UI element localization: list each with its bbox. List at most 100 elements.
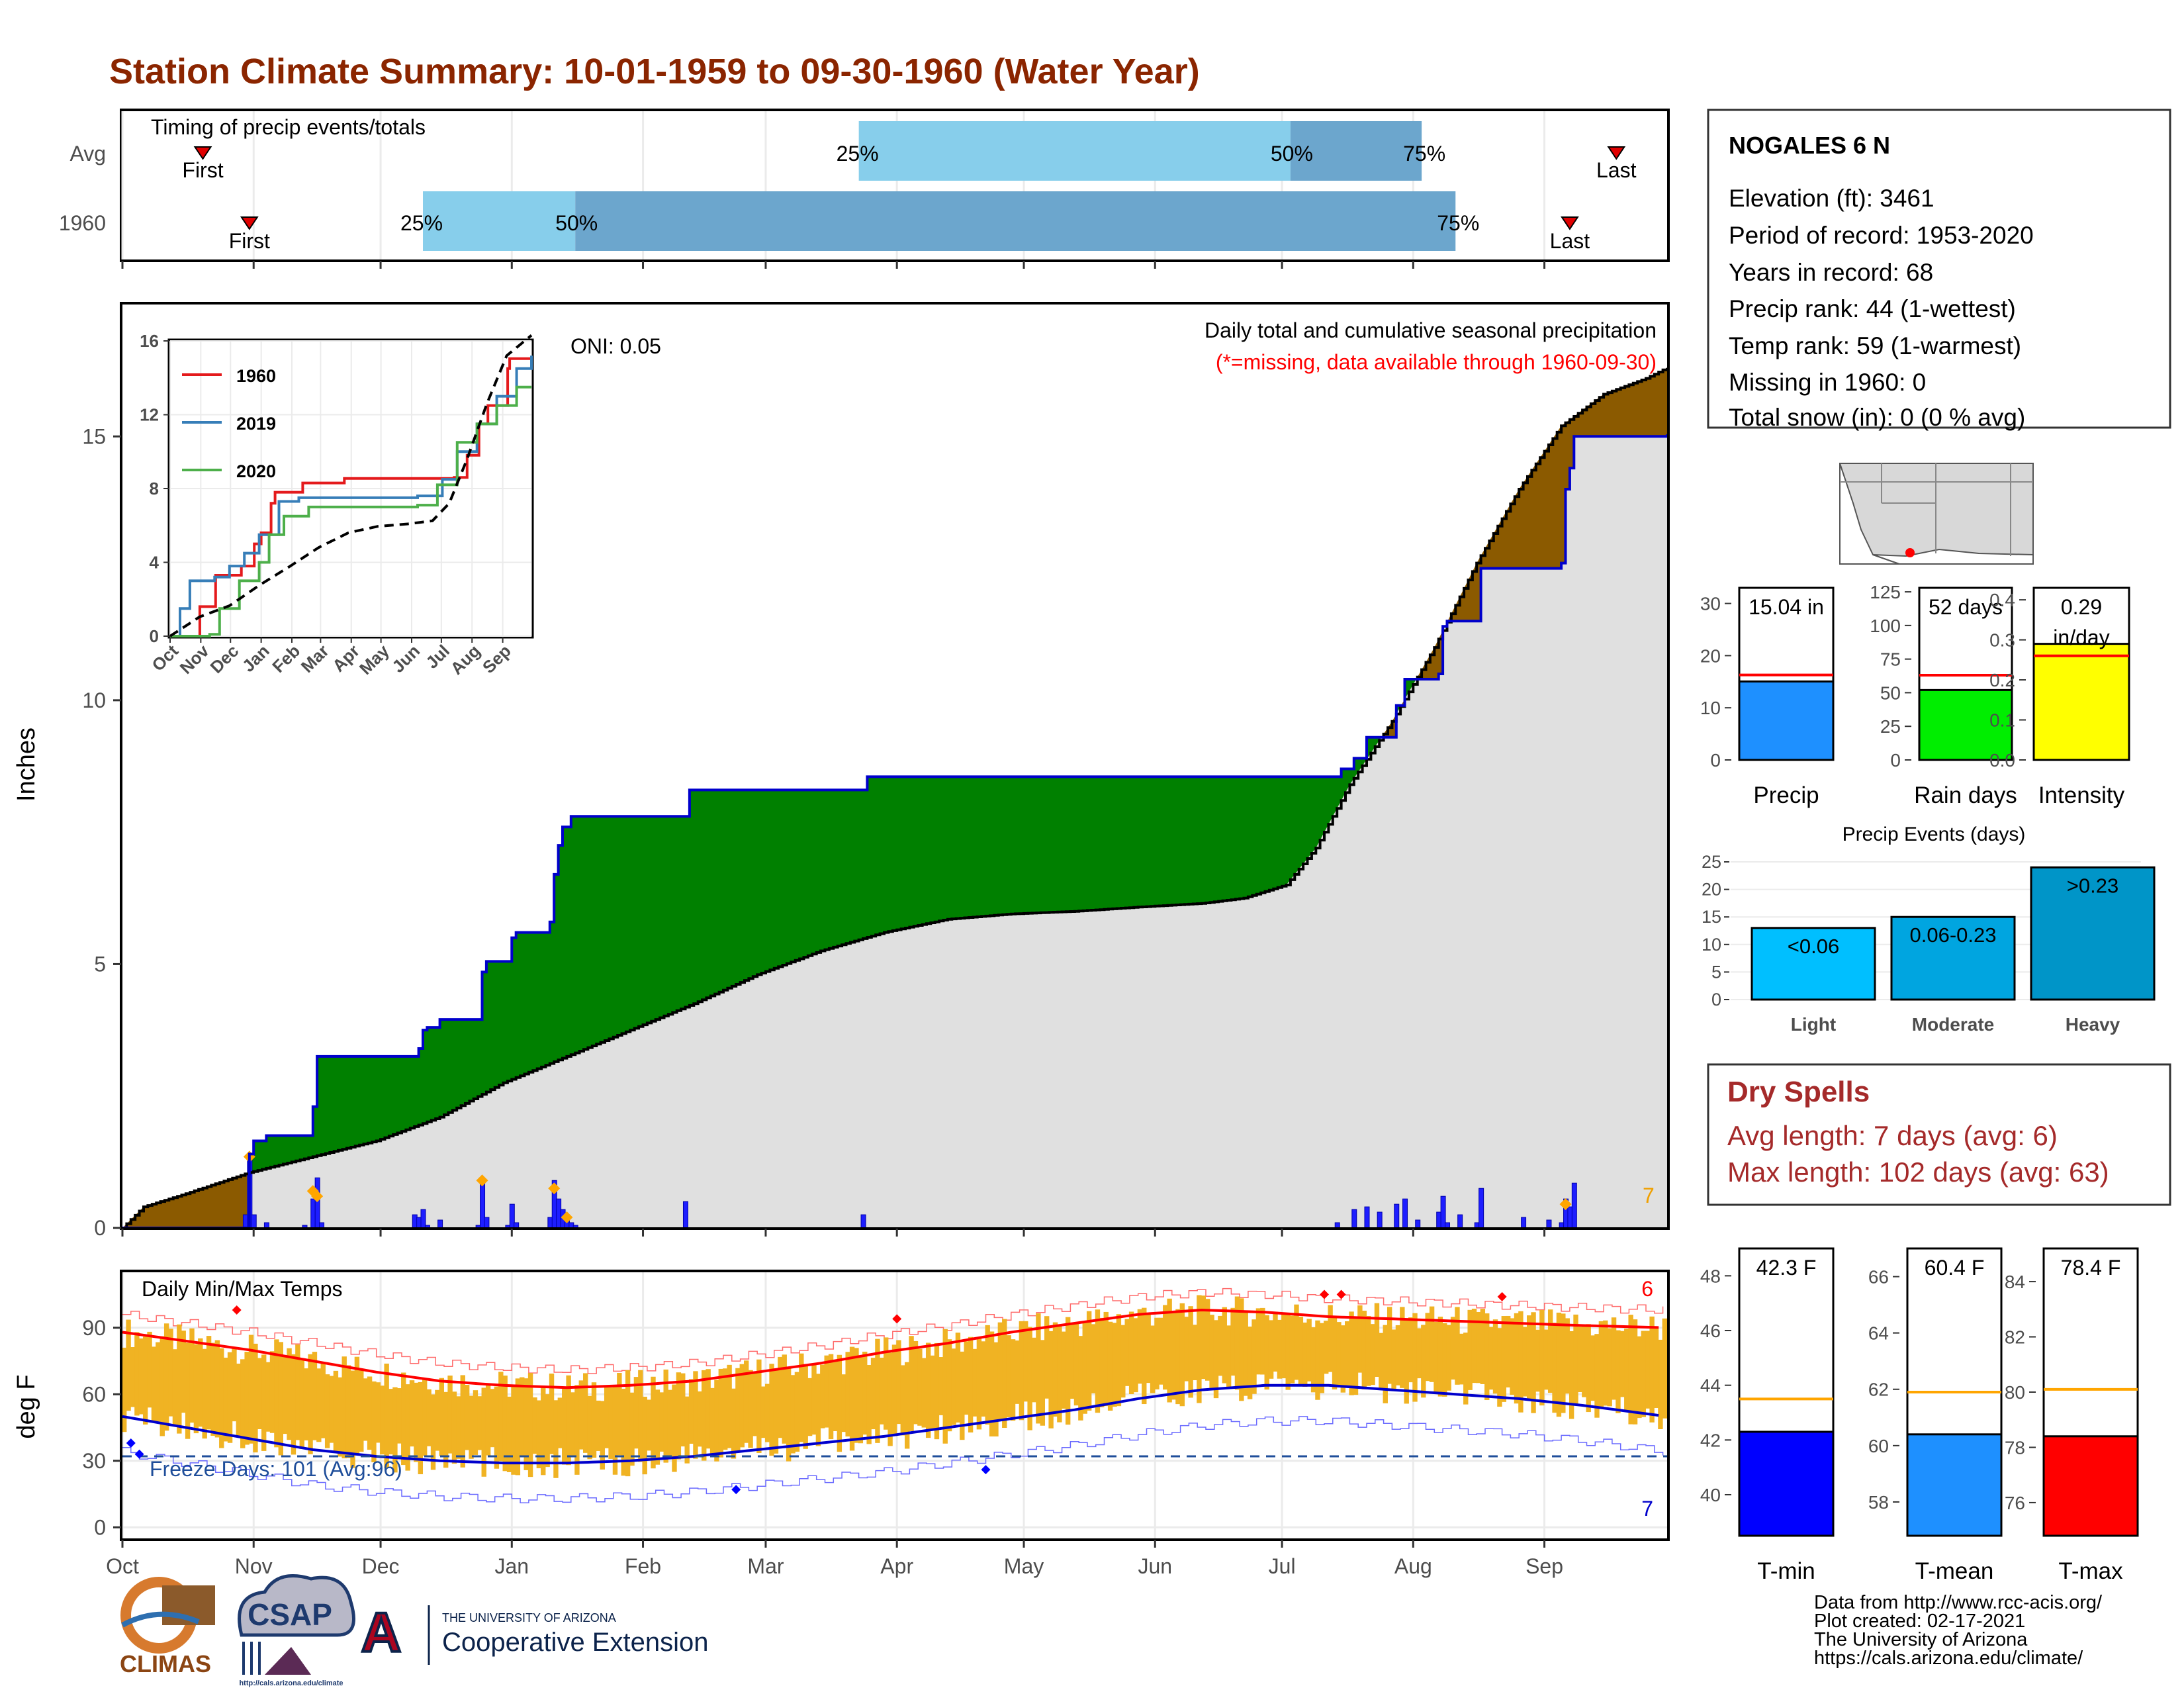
daily-temp-range-bar xyxy=(1556,1312,1562,1417)
season-intensity-bar xyxy=(2032,643,2130,761)
daily-temp-range-bar xyxy=(219,1348,224,1448)
daily-temp-range-bar xyxy=(917,1348,923,1426)
precip-events-category-heavy: Heavy xyxy=(2066,1014,2120,1035)
daily-temp-range-bar xyxy=(1239,1298,1244,1401)
legend-label-2019: 2019 xyxy=(236,414,276,434)
daily-temp-range-bar xyxy=(1506,1315,1511,1387)
timing-1960-first-label: First xyxy=(229,229,270,253)
season-rain-days-value-label: 52 days xyxy=(1929,595,2003,619)
daily-temp-range-bar xyxy=(494,1386,500,1469)
daily-temp-range-bar xyxy=(1619,1331,1625,1397)
daily-temp-range-bar xyxy=(122,1347,127,1432)
daily-temp-range-bar xyxy=(1243,1311,1248,1396)
daily-temp-range-bar xyxy=(1226,1325,1232,1389)
daily-temp-range-bar xyxy=(1137,1309,1143,1384)
daily-temp-range-bar xyxy=(1040,1340,1046,1426)
daily-temp-range-bar xyxy=(709,1387,715,1456)
season-chart-intensity: 0.0 0.1 0.2 0.3 0.4 0.29 in/day Intensity xyxy=(1989,586,2130,808)
daily-temp-range-bar xyxy=(1116,1314,1122,1407)
season-rain-days-ytick-label: 100 xyxy=(1870,616,1901,636)
daily-temp-range-bar xyxy=(1594,1334,1600,1418)
daily-temp-range-bar xyxy=(1328,1305,1333,1372)
csap-logo: CSAP http://cals.arizona.edu/climate xyxy=(238,1574,355,1687)
daily-temp-range-bar xyxy=(1531,1312,1536,1413)
month-label-may: May xyxy=(1004,1554,1044,1578)
daily-temp-range-bar xyxy=(1370,1324,1375,1385)
daily-temp-range-bar xyxy=(1146,1314,1151,1383)
daily-temp-range-bar xyxy=(1611,1317,1617,1400)
season-intensity-ytick-label: 0.0 xyxy=(1989,750,2015,771)
daily-temp-range-bar xyxy=(790,1375,796,1454)
month-label-aug: Aug xyxy=(1394,1554,1432,1578)
daily-temp-range-bar xyxy=(752,1373,758,1436)
timing-row-label-1960: 1960 xyxy=(59,211,106,235)
daily-temp-range-bar xyxy=(1099,1317,1105,1407)
temp-mean-t-mean-ytick-label: 64 xyxy=(1868,1323,1889,1344)
daily-temp-range-bar xyxy=(646,1399,652,1451)
precip-events-bar-label-light: <0.06 xyxy=(1788,935,1839,958)
daily-temp-range-bar xyxy=(693,1371,698,1459)
daily-precip-bar xyxy=(1571,1182,1577,1229)
daily-temp-range-bar xyxy=(1247,1326,1253,1399)
daily-temp-range-bar xyxy=(1455,1307,1460,1385)
daily-temp-range-bar xyxy=(1379,1333,1384,1389)
daily-temp-range-bar xyxy=(147,1331,152,1408)
daily-temp-range-bar xyxy=(921,1358,927,1428)
daily-temp-range-bar xyxy=(490,1389,495,1448)
daily-temp-range-bar xyxy=(1069,1324,1075,1399)
legend-label-1960: 1960 xyxy=(236,366,276,386)
daily-precip-bar xyxy=(1479,1188,1484,1229)
daily-temp-range-bar xyxy=(1086,1311,1092,1411)
daily-temp-range-bar xyxy=(168,1329,173,1417)
climas-logo: CLIMAS xyxy=(120,1577,215,1677)
daily-temp-range-bar xyxy=(156,1342,161,1422)
daily-temp-range-bar xyxy=(1324,1321,1329,1374)
daily-temp-range-bar xyxy=(1234,1296,1240,1390)
daily-temp-range-bar xyxy=(1467,1309,1473,1390)
temp-mean-t-max-ytick-label: 84 xyxy=(2005,1272,2025,1292)
daily-temp-range-bar xyxy=(1412,1313,1418,1402)
daily-temp-range-bar xyxy=(1213,1320,1219,1399)
inset-series-line-2020 xyxy=(170,385,531,637)
precip-events-bars: 0 5 10 15 20 25 <0.06 Light 0.06-0.23 Moderate >0.… xyxy=(1702,852,2156,1035)
daily-temp-range-bar xyxy=(253,1343,258,1453)
temp-mean-t-min-category-label: T-min xyxy=(1757,1558,1815,1584)
station-marker xyxy=(1905,548,1915,557)
station-box-frame xyxy=(1707,109,2171,429)
daily-temp-range-bar xyxy=(447,1376,453,1454)
precip-note-missing: (*=missing, data available through 1960-… xyxy=(1216,350,1657,374)
daily-temp-range-bar xyxy=(1179,1303,1185,1407)
daily-temp-range-bar xyxy=(1404,1321,1409,1404)
daily-temp-range-bar xyxy=(702,1370,707,1461)
daily-temp-range-bar xyxy=(1218,1315,1223,1376)
temp-mean-t-min-ytick-label: 42 xyxy=(1700,1430,1721,1450)
daily-temp-range-bar xyxy=(1124,1319,1130,1386)
precip-events-ytick-label: 25 xyxy=(1702,852,1721,872)
daily-temp-range-bar xyxy=(862,1351,868,1435)
daily-temp-range-bar xyxy=(418,1382,424,1475)
precip-note-title: Daily total and cumulative seasonal prec… xyxy=(1205,318,1657,342)
daily-temp-range-bar xyxy=(625,1370,631,1477)
daily-temp-range-bar xyxy=(1167,1298,1172,1403)
daily-temp-range-bar xyxy=(1175,1309,1181,1405)
timing-avg-last-marker xyxy=(1607,146,1626,160)
daily-temp-range-bar xyxy=(1645,1331,1651,1409)
footer-line-data-source: Data from http://www.rcc-acis.org/ xyxy=(1814,1592,2103,1613)
temp-mean-t-mean-ytick-label: 62 xyxy=(1868,1380,1889,1400)
daily-temp-range-bar xyxy=(617,1372,622,1456)
daily-temp-range-bar xyxy=(227,1352,233,1443)
month-label-jul: Jul xyxy=(1269,1554,1296,1578)
precip-corner-count: 7 xyxy=(1643,1184,1655,1207)
daily-temp-range-bar xyxy=(299,1360,304,1449)
daily-temp-range-bar xyxy=(316,1368,322,1442)
daily-temp-range-bar xyxy=(1400,1307,1405,1388)
daily-temp-range-bar xyxy=(803,1364,808,1449)
daily-temp-range-bar xyxy=(828,1354,834,1440)
daily-temp-range-bar xyxy=(345,1365,351,1458)
daily-temp-range-bar xyxy=(858,1356,864,1444)
daily-temp-range-bar xyxy=(900,1365,905,1436)
daily-temp-range-bar xyxy=(384,1363,389,1468)
daily-temp-range-bar xyxy=(274,1339,279,1448)
daily-temp-range-bar xyxy=(1488,1327,1494,1390)
daily-precip-bar xyxy=(1546,1219,1552,1229)
